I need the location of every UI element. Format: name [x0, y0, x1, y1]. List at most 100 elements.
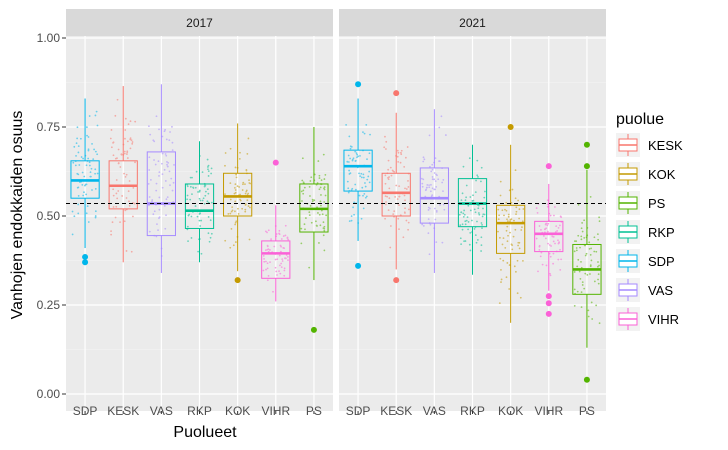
jitter-point — [546, 224, 549, 227]
jitter-point — [366, 158, 368, 161]
jitter-point — [385, 201, 387, 203]
jitter-point — [552, 240, 555, 243]
jitter-point — [421, 185, 424, 188]
jitter-point — [514, 270, 517, 273]
jitter-point — [591, 318, 594, 320]
jitter-point — [163, 130, 166, 133]
jitter-point — [362, 131, 364, 134]
jitter-point — [71, 210, 74, 213]
jitter-point — [206, 188, 209, 191]
jitter-point — [584, 272, 587, 275]
jitter-point — [194, 205, 197, 207]
jitter-point — [559, 215, 562, 218]
jitter-point — [148, 156, 151, 159]
jitter-point — [368, 152, 371, 155]
jitter-point — [560, 258, 563, 261]
jitter-point — [123, 172, 125, 175]
jitter-point — [386, 195, 389, 198]
jitter-point — [464, 240, 467, 242]
jitter-point — [78, 164, 81, 166]
jitter-point — [129, 147, 132, 150]
jitter-point — [202, 197, 205, 200]
jitter-point — [583, 287, 586, 290]
jitter-point — [549, 255, 552, 258]
jitter-point — [170, 177, 173, 180]
jitter-point — [369, 133, 371, 136]
jitter-point — [349, 172, 352, 175]
jitter-point — [147, 182, 150, 185]
jitter-point — [196, 215, 199, 218]
jitter-point — [121, 195, 124, 197]
jitter-point — [482, 207, 484, 210]
jitter-point — [244, 204, 247, 206]
jitter-point — [435, 185, 438, 188]
outlier-point — [545, 163, 552, 170]
legend-title: puolue — [616, 111, 664, 128]
jitter-point — [388, 197, 391, 200]
jitter-point — [354, 159, 357, 162]
outlier-point — [507, 124, 514, 130]
jitter-point — [583, 219, 586, 222]
jitter-point — [158, 217, 160, 220]
jitter-point — [274, 258, 277, 261]
jitter-point — [115, 205, 118, 208]
jitter-point — [463, 209, 466, 212]
jitter-point — [316, 225, 318, 227]
jitter-point — [187, 214, 190, 217]
jitter-point — [242, 183, 244, 186]
jitter-point — [322, 227, 325, 230]
jitter-point — [587, 315, 590, 318]
jitter-point — [152, 213, 155, 216]
jitter-point — [206, 158, 209, 161]
jitter-point — [363, 132, 366, 135]
jitter-point — [477, 176, 479, 178]
jitter-point — [433, 172, 436, 174]
jitter-point — [355, 152, 358, 155]
facet-strip-label: 2021 — [459, 16, 486, 30]
jitter-point — [497, 218, 500, 221]
jitter-point — [80, 156, 83, 158]
jitter-point — [507, 213, 510, 216]
jitter-point — [579, 277, 582, 280]
jitter-point — [573, 288, 576, 291]
jitter-point — [247, 205, 250, 207]
jitter-point — [476, 159, 479, 162]
box-iqr — [146, 151, 176, 237]
jitter-point — [429, 165, 431, 168]
jitter-point — [165, 214, 167, 217]
jitter-point — [275, 270, 278, 273]
jitter-point — [556, 230, 559, 232]
jitter-point — [516, 292, 519, 295]
jitter-point — [542, 235, 545, 237]
jitter-point — [115, 179, 118, 181]
jitter-point — [351, 187, 354, 190]
jitter-point — [109, 137, 112, 140]
jitter-point — [404, 199, 406, 202]
jitter-point — [546, 205, 549, 208]
jitter-point — [559, 248, 561, 251]
jitter-point — [234, 221, 237, 224]
jitter-point — [322, 234, 325, 237]
jitter-point — [77, 212, 80, 215]
jitter-point — [590, 301, 593, 304]
jitter-point — [519, 296, 522, 299]
jitter-point — [364, 196, 367, 199]
outlier-point — [393, 277, 400, 284]
jitter-point — [124, 137, 126, 140]
jitter-point — [502, 237, 505, 240]
jitter-point — [244, 183, 246, 186]
jitter-point — [513, 219, 515, 222]
jitter-point — [189, 198, 192, 201]
jitter-point — [96, 153, 99, 156]
jitter-point — [270, 238, 273, 240]
jitter-point — [559, 268, 562, 271]
jitter-point — [551, 235, 554, 238]
jitter-point — [191, 193, 193, 196]
jitter-point — [235, 173, 238, 176]
jitter-point — [393, 210, 396, 213]
jitter-point — [323, 178, 326, 180]
jitter-point — [171, 141, 174, 144]
jitter-point — [210, 172, 213, 175]
jitter-point — [398, 228, 400, 231]
jitter-point — [94, 114, 97, 117]
